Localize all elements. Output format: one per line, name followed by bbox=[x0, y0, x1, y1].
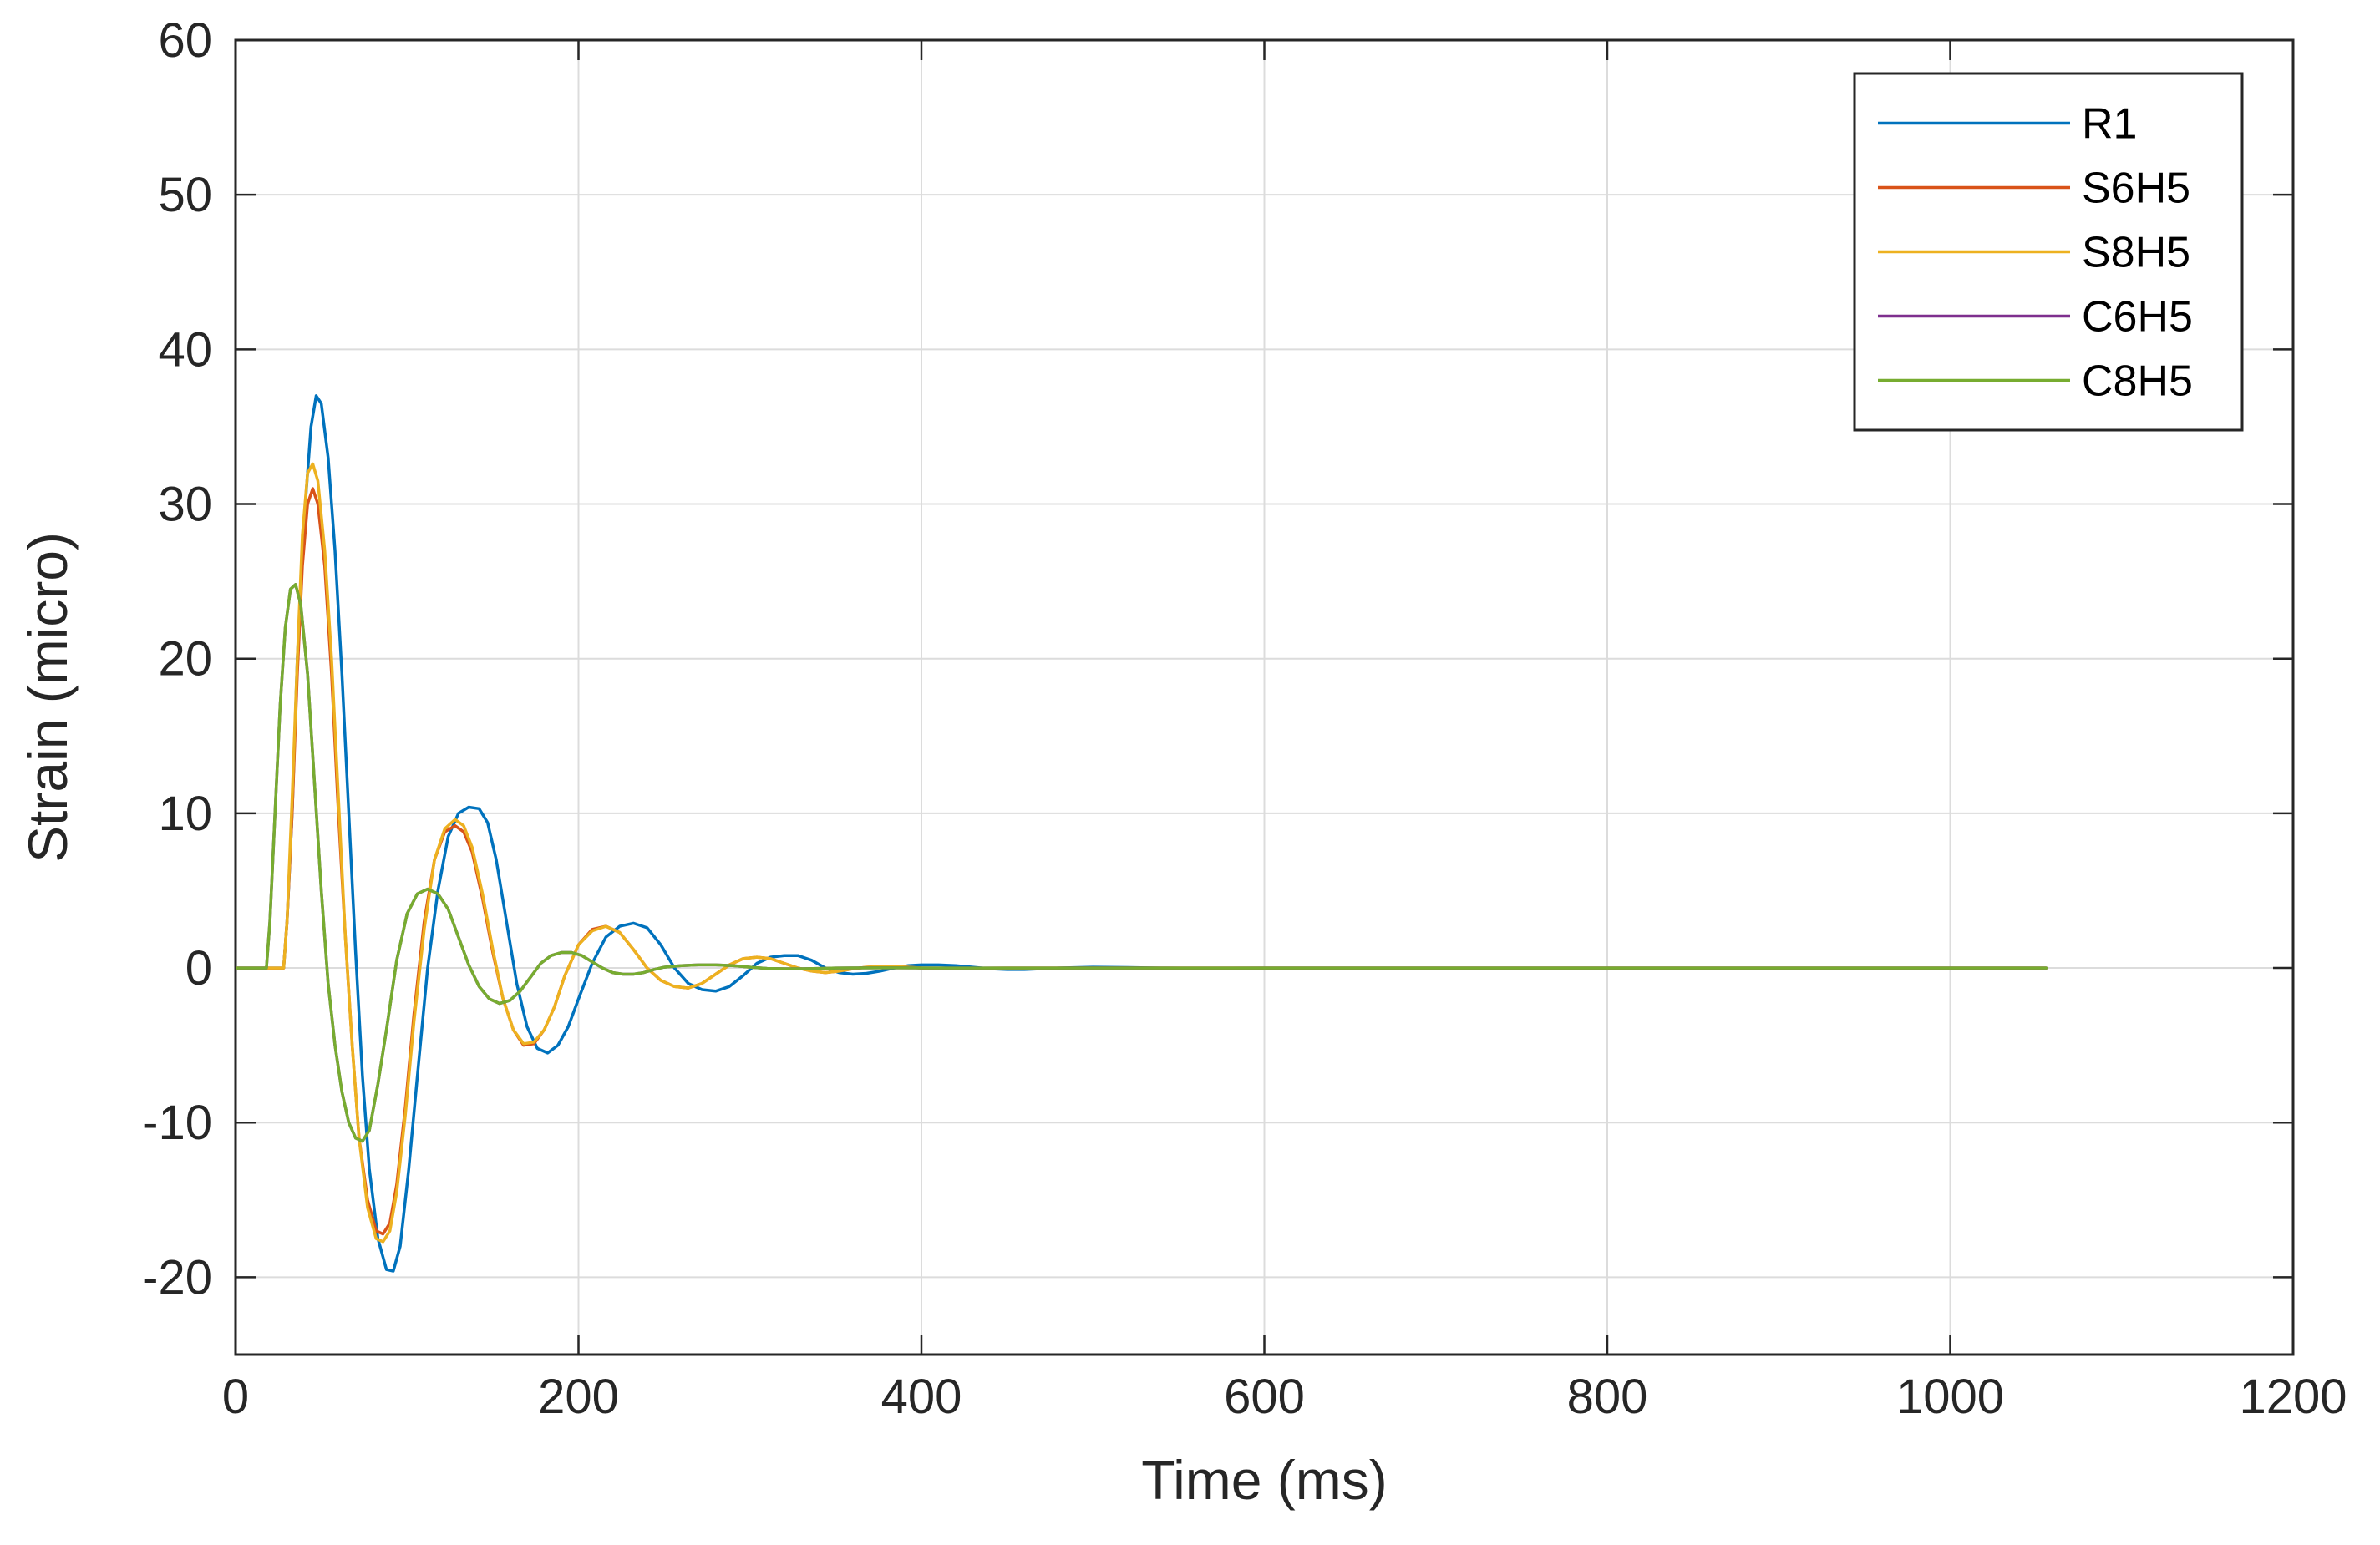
y-tick-label: 60 bbox=[158, 13, 212, 68]
legend: R1 S6H5 S8H5 C6H5 C8H5 bbox=[1853, 72, 2244, 432]
legend-label-c6h5: C6H5 bbox=[2082, 293, 2193, 342]
axes-frame bbox=[234, 38, 2295, 1356]
x-tick-label: 600 bbox=[1224, 1370, 1305, 1424]
y-axis-label: Strain (micro) bbox=[17, 532, 79, 863]
x-tick-label: 0 bbox=[222, 1370, 249, 1424]
x-axis-label: Time (ms) bbox=[1141, 1449, 1388, 1511]
legend-label-c8h5: C8H5 bbox=[2082, 357, 2193, 406]
y-tick-label: 40 bbox=[158, 322, 212, 377]
y-tick-label: 0 bbox=[185, 941, 212, 995]
series-lines bbox=[236, 394, 2048, 1273]
legend-label-s8h5: S8H5 bbox=[2082, 229, 2190, 277]
y-tick-label: 20 bbox=[158, 632, 212, 686]
y-tick-label: 30 bbox=[158, 478, 212, 532]
y-tick-label: -20 bbox=[142, 1250, 212, 1304]
y-tick-label: -10 bbox=[142, 1096, 212, 1150]
y-tick-label: 10 bbox=[158, 787, 212, 841]
x-tick-label: 400 bbox=[881, 1370, 962, 1424]
x-tick-label: 200 bbox=[538, 1370, 619, 1424]
x-tick-label: 1200 bbox=[2239, 1370, 2347, 1424]
x-tick-label: 1000 bbox=[1896, 1370, 2004, 1424]
y-tick-label: 50 bbox=[158, 168, 212, 222]
legend-label-s6h5: S6H5 bbox=[2082, 165, 2190, 213]
legend-label-r1: R1 bbox=[2082, 100, 2137, 149]
x-tick-label: 800 bbox=[1567, 1370, 1648, 1424]
tick-labels: 0 200 400 600 800 1000 1200 -20 -10 0 10 20 30 40 50 60 bbox=[142, 13, 2347, 1424]
series-line-c8h5 bbox=[236, 583, 2048, 1143]
